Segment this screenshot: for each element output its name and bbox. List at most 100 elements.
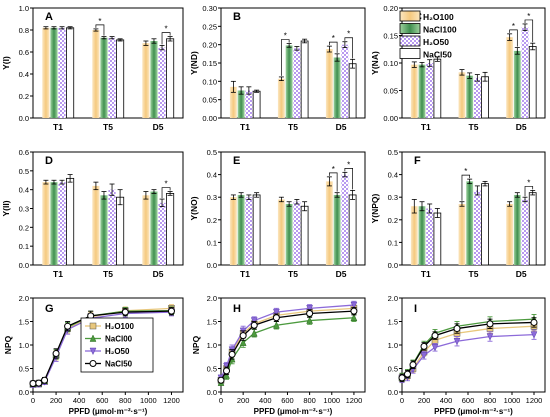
panel-letter: B [233,11,241,23]
y-tick-label: 0.00 [383,114,398,123]
panel-letter: F [414,155,421,167]
marker-square [89,322,97,330]
bar-F-T5-2 [466,181,474,265]
legend-label: H₂O50 [423,37,449,47]
marker-circle [420,342,428,350]
legend-swatch-4 [399,48,421,59]
bar-C-T5-3 [473,77,481,118]
bar-F-T1-1 [410,206,418,265]
plot-frame [401,151,546,266]
x-tick-label: 800 [119,396,132,405]
y-tick-label: 0.05 [202,96,217,105]
bar-F-T5-4 [481,183,489,266]
y-tick-label: 0.5 [19,167,29,176]
y-tick-label: 1.0 [19,4,29,13]
bar-E-T1-2 [237,194,245,265]
marker-circle [486,320,494,328]
bar-A-D5-2 [150,41,158,118]
panel-G: 0.0 0.5 1.0 1.5 2.0 0 200 400 600 800 1000 1200 NPQ P… [3,294,184,416]
y-tick-label: 0.2 [388,216,398,225]
legend-label: H₂O100 [105,322,134,331]
bar-E-T5-2 [285,203,293,265]
marker-circle [35,379,43,387]
y-tick-label: 0.1 [207,238,217,247]
marker-circle [409,361,417,369]
x-tick-label: 200 [50,396,63,405]
y-tick-label: 0.2 [19,92,29,101]
marker-triangle-down [350,301,358,310]
y-tick-label: 0.3 [207,193,217,202]
marker-triangle-down [306,305,314,313]
y-tick-label: 0.2 [207,216,217,225]
bar-C-T5-2 [466,75,474,118]
y-tick-label: 0.5 [19,365,29,374]
x-tick-label: 200 [418,396,431,405]
bar-F-D5-4 [528,192,537,266]
bar-E-T1-3 [245,197,253,265]
y-tick-label: 0.0 [388,261,398,270]
bar-F-D5-2 [513,194,521,265]
significance-bracket [509,29,518,47]
x-tick-label: 1200 [163,396,180,405]
significance-star: * [512,22,515,31]
category-label: D5 [516,269,527,279]
significance-star: * [284,32,287,41]
significance-bracket [95,24,105,36]
panel-I: 0.0 0.5 1.0 1.5 2.0 0 200 400 600 800 1000 1200 PPFD… [388,294,546,416]
marker-triangle-down [486,333,494,341]
bar-F-T1-4 [433,212,442,266]
bar-C-T1-4 [433,58,442,119]
bar-D-T5-4 [116,196,125,266]
y-tick-label: 0.8 [19,26,29,35]
x-axis-label: PPFD (μmol·m⁻²·s⁻¹) [69,407,148,416]
significance-star: * [165,180,168,189]
marker-circle [398,374,406,382]
y-tick-label: 0.5 [207,365,217,374]
significance-bracket [461,174,471,201]
legend-label: NaCl50 [105,360,133,369]
panel-letter: A [45,11,53,23]
plot-frame [220,151,366,266]
x-tick-label: 1200 [346,396,363,405]
bar-C-T1-2 [418,64,426,118]
bar-D-T1-4 [66,177,75,266]
marker-triangle [223,371,230,379]
marker-circle [121,308,129,316]
bar-C-T5-1 [458,72,466,118]
bar-C-D5-2 [513,50,521,118]
x-tick-label: 1000 [140,396,157,405]
marker-circle [404,370,411,378]
significance-star: * [464,167,467,176]
bar-A-D5-4 [166,38,175,119]
y-tick-label: 0.4 [19,70,29,79]
panel-D: 0.0 0.1 0.2 0.3 0.4 0.5 0.6 Y(II) D T1 T5 D5 * [1,148,184,279]
panel-B: 0.00 0.05 0.10 0.15 0.20 0.25 0.30 Y(ND) B T1 T5 D5… [189,4,366,132]
bar-D-D5-1 [142,195,150,265]
category-label: D5 [336,269,347,279]
legend: H₂O100 NaCl00 H₂O50 NaCl50 [80,317,154,373]
marker-triangle-down [431,344,439,352]
y-tick-label: 0.0 [388,388,398,397]
bar-A-T1-2 [50,27,58,118]
bar-D-D5-3 [158,202,166,265]
marker-circle [167,307,175,315]
marker-triangle [239,338,247,346]
y-tick-label: 0.0 [19,114,29,123]
x-tick-label: 1000 [323,396,340,405]
bar-F-D5-1 [506,203,514,265]
y-tick-label: 0.30 [202,4,217,13]
y-tick-label: 0.5 [388,365,398,374]
bar-E-T5-4 [300,205,309,266]
marker-triangle-down [530,331,538,339]
y-axis-label: Y(II) [1,200,11,216]
bar-A-T5-4 [116,39,125,119]
marker-circle [52,349,60,357]
bar-A-T5-2 [100,37,108,119]
marker-circle [217,376,225,384]
y-tick-label: 0.1 [19,242,29,251]
y-tick-label: 2.0 [207,294,217,303]
x-tick-label: 400 [440,396,453,405]
y-axis-label: Y(I) [1,56,11,70]
category-label: T5 [288,269,298,279]
bar-C-D5-3 [521,27,529,118]
